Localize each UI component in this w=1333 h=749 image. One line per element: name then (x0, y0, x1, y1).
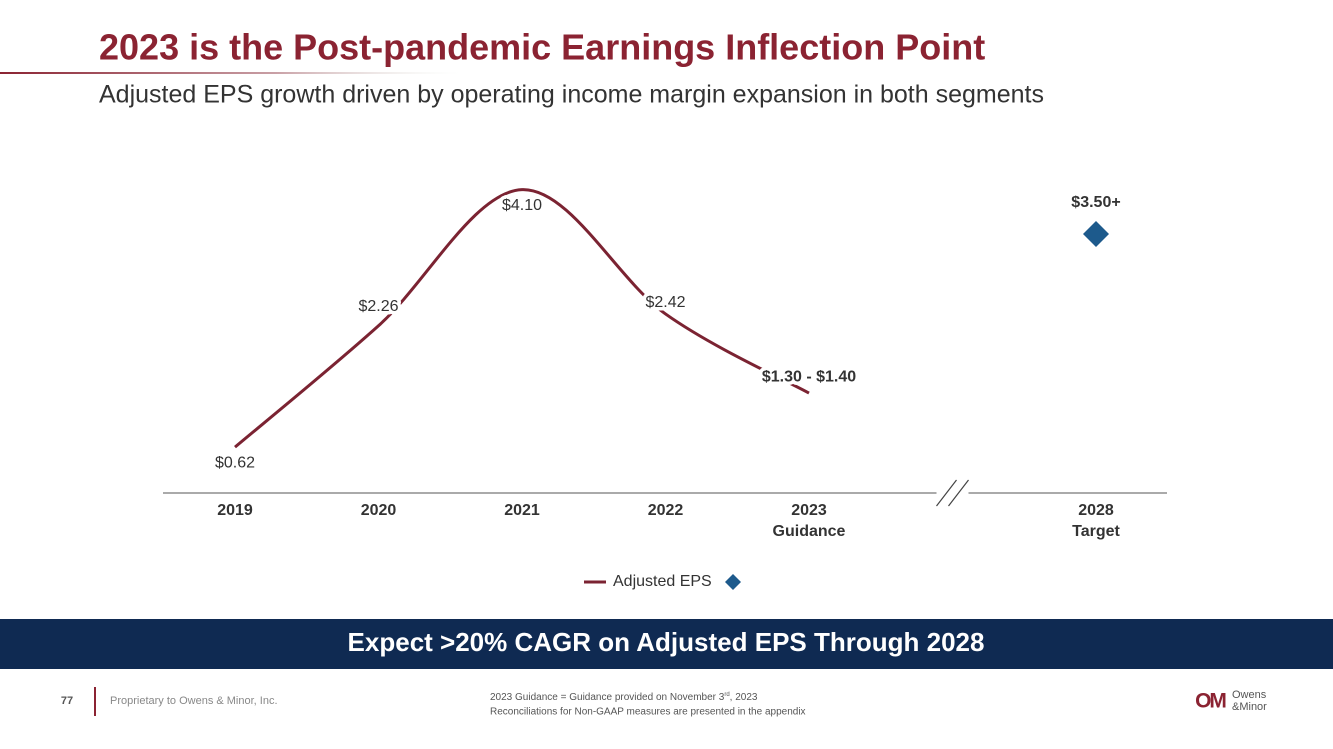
data-point (1083, 221, 1109, 247)
x-tick-label: 2023 (791, 502, 827, 519)
x-tick-label: Guidance (773, 523, 846, 540)
title-rule (0, 72, 460, 74)
footnote-part: , 2023 (730, 692, 758, 703)
data-line (234, 188, 810, 449)
logo-mark: OM (1195, 690, 1226, 713)
banner (0, 619, 1333, 669)
axis-break (948, 479, 969, 507)
logo-text: &Minor (1232, 701, 1267, 713)
data-label: $2.42 (645, 294, 685, 311)
slide-title: 2023 is the Post-pandemic Earnings Infle… (99, 27, 985, 68)
data-label: $3.50+ (1071, 194, 1120, 211)
banner-text: Expect >20% CAGR on Adjusted EPS Through… (348, 627, 985, 657)
footnote-part: 2023 Guidance = Guidance provided on Nov… (490, 692, 725, 703)
proprietary: Proprietary to Owens & Minor, Inc. (110, 695, 278, 707)
page-number: 77 (61, 695, 73, 707)
x-tick-label: 2020 (361, 502, 397, 519)
legend-swatch (725, 574, 741, 590)
data-label: $1.30 - $1.40 (762, 368, 856, 385)
logo-text: Owens (1232, 689, 1267, 701)
data-label: $0.62 (215, 454, 255, 471)
x-tick-label: 2019 (217, 502, 253, 519)
data-label: $4.10 (502, 197, 542, 214)
axis-break (936, 479, 957, 507)
x-tick-label: 2028 (1078, 502, 1114, 519)
footnote: 2023 Guidance = Guidance provided on Nov… (490, 692, 758, 703)
x-tick-label: 2022 (648, 502, 684, 519)
x-tick-label: Target (1072, 523, 1120, 540)
data-label: $2.26 (358, 298, 398, 315)
footnote-sup: rd (724, 692, 729, 698)
footer-divider (94, 687, 96, 716)
x-tick-label: 2021 (504, 502, 540, 519)
slide-subtitle: Adjusted EPS growth driven by operating … (99, 81, 1044, 109)
legend-label: Adjusted EPS (613, 573, 712, 590)
axis-break-gap (936, 490, 969, 496)
chart: 2019 2020 2021 2022 2023 Guidance 2028 Target $0… (163, 188, 1167, 590)
footnote: Reconciliations for Non-GAAP measures ar… (490, 707, 806, 718)
